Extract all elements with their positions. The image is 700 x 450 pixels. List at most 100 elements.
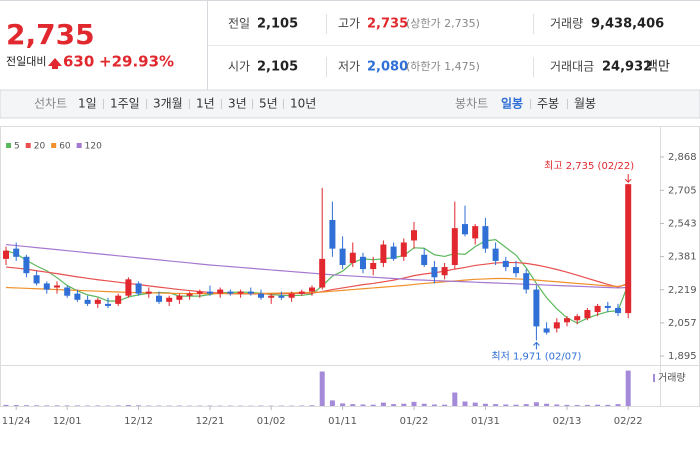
candle-body	[584, 310, 591, 319]
change-rate: +29.93%	[99, 53, 174, 71]
candle-body	[186, 293, 193, 296]
field-label: 거래량	[550, 17, 583, 31]
volume-bar	[431, 404, 437, 406]
legend-label: 5	[14, 142, 20, 152]
candle-body	[533, 289, 540, 327]
volume-bar	[554, 404, 560, 406]
volume-legend-swatch	[653, 374, 655, 382]
field-note: (상한가 2,735)	[406, 17, 480, 30]
legend-swatch	[6, 143, 11, 148]
volume-bar	[574, 405, 580, 406]
volume-bar	[13, 405, 19, 406]
candle-body	[543, 328, 550, 333]
period-button[interactable]: 3개월	[153, 97, 183, 111]
candle-body	[258, 293, 264, 298]
candle-period-button[interactable]: 일봉	[501, 97, 523, 111]
candle-body	[309, 287, 315, 292]
x-tick-label: 01/02	[257, 416, 286, 427]
field-value: 24,932	[602, 60, 652, 75]
volume-bar	[462, 401, 468, 406]
candle-body	[339, 248, 346, 266]
candle-body	[462, 224, 468, 235]
candle-body	[625, 184, 632, 314]
ma-line	[5, 261, 629, 295]
period-button[interactable]: 1일	[78, 97, 97, 111]
candle-body	[298, 291, 305, 294]
y-tick-label: 2,543	[668, 218, 697, 229]
volume-bar	[564, 404, 570, 406]
quote-header: 2,735 전일대비 630 +29.93% 전일 2,105 고가 2,735…	[0, 0, 700, 90]
toolbar-label: 선차트	[34, 97, 67, 111]
candle-body	[3, 250, 9, 259]
legend-swatch	[25, 143, 31, 148]
candle-body	[400, 242, 407, 257]
candle-body	[502, 260, 509, 268]
volume-bar	[64, 405, 70, 406]
candle-period-button[interactable]: 주봉	[537, 97, 559, 111]
change: 630	[63, 53, 94, 71]
candle-body	[604, 305, 611, 308]
legend-swatch	[51, 143, 57, 148]
candle-body	[207, 291, 213, 294]
x-tick-label: 12/21	[196, 416, 225, 427]
legend-label: 120	[85, 142, 102, 152]
field-label: 저가	[338, 60, 360, 74]
high-annotation: 최고 2,735 (02/22)	[544, 160, 634, 172]
candle-body	[125, 279, 132, 296]
candle-body	[227, 291, 234, 294]
volume-bar	[442, 404, 448, 406]
candle-body	[268, 295, 275, 298]
field-value: 2,105	[257, 17, 298, 32]
period-button[interactable]: 1주일	[110, 97, 140, 111]
candle-body	[84, 299, 91, 304]
field-value: 2,735	[367, 17, 408, 32]
y-tick-label: 2,057	[668, 318, 697, 329]
candle-body	[105, 303, 111, 306]
period-button[interactable]: 10년	[290, 97, 316, 111]
candle-body	[615, 307, 621, 314]
candle-body	[94, 299, 101, 304]
candle-body	[349, 252, 356, 263]
toolbar-label: 봉차트	[455, 97, 488, 111]
candle-body	[145, 291, 152, 294]
candle-body	[553, 322, 560, 329]
volume-bar	[523, 404, 529, 406]
candle-body	[156, 295, 162, 302]
field-note: (하한가 1,475)	[406, 59, 480, 73]
candle-body	[196, 291, 203, 294]
candle-body	[329, 219, 336, 249]
volume-bar	[595, 404, 601, 406]
candle-period-button[interactable]: 월봉	[574, 97, 596, 111]
low-annotation: 최저 1,971 (02/07)	[491, 351, 581, 363]
volume-bar	[493, 404, 499, 406]
field-unit: 백만	[646, 60, 670, 75]
candle-body	[288, 293, 295, 298]
field-label: 거래대금	[550, 60, 594, 74]
candle-body	[74, 293, 81, 300]
period-button[interactable]: 3년	[228, 97, 247, 111]
volume-bar	[340, 403, 346, 406]
toolbar-bg	[0, 89, 700, 119]
field-value: 9,438,406	[591, 17, 664, 32]
volume-bar	[482, 403, 488, 406]
x-tick-label: 01/22	[400, 416, 429, 427]
period-button[interactable]: 1년	[196, 97, 215, 111]
y-tick-label: 2,705	[668, 185, 697, 196]
candle-body	[390, 246, 397, 259]
y-tick-label: 1,895	[668, 351, 697, 362]
volume-bar	[421, 403, 427, 406]
low-arrow	[533, 341, 540, 350]
candle-body	[482, 226, 489, 249]
volume-bar	[544, 403, 550, 406]
legend-swatch	[76, 143, 82, 148]
period-button[interactable]: 5년	[259, 97, 278, 111]
volume-bar	[605, 404, 611, 406]
field-label: 전일	[228, 17, 250, 31]
candle-body	[135, 283, 142, 294]
ma-line	[5, 239, 629, 324]
candle-body	[513, 267, 519, 274]
candle-body	[564, 318, 570, 323]
volume-bar	[115, 405, 121, 406]
volume-bar	[54, 405, 60, 406]
